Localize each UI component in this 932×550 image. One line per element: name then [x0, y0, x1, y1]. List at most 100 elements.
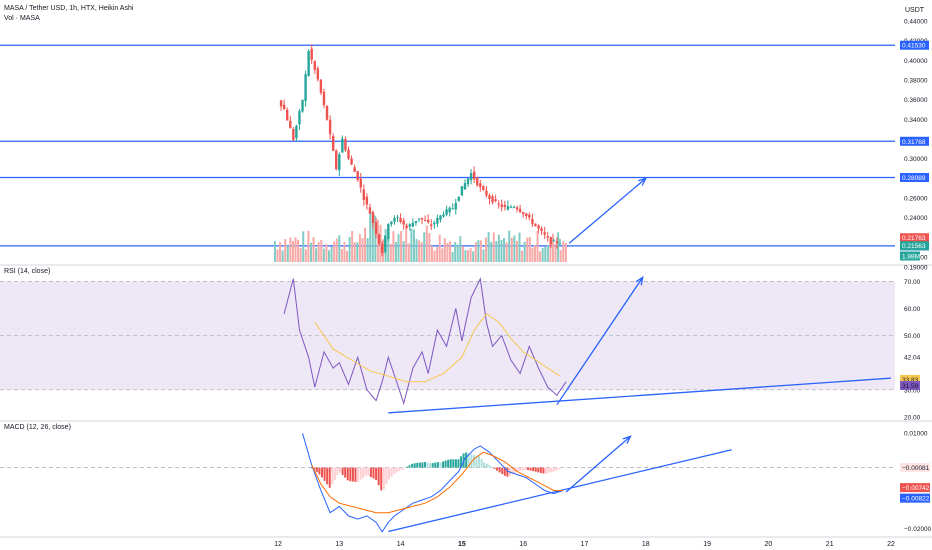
volume-bar — [505, 242, 508, 262]
volume-bar — [307, 230, 310, 262]
volume-bar — [317, 242, 320, 262]
candle-body — [463, 183, 467, 190]
candle-body — [279, 100, 283, 107]
candle-body — [350, 158, 353, 165]
volume-bar — [456, 244, 459, 262]
candle-body — [531, 218, 534, 225]
volume-bar — [407, 243, 410, 262]
volume-bar — [551, 233, 554, 262]
volume-indicator-label: Vol · MASA — [4, 15, 40, 22]
candle-body — [503, 204, 507, 207]
macd-histogram-bar — [434, 462, 437, 468]
macd-histogram-bar — [449, 459, 452, 468]
rsi-tick-label: 70.00 — [904, 279, 921, 286]
level-price-label: 0.41530 — [902, 43, 926, 50]
candle-body — [377, 234, 381, 244]
macd-histogram-bar — [339, 467, 342, 473]
macd-histogram-bar — [519, 467, 522, 471]
rsi-tick-label: 60.00 — [904, 306, 921, 313]
volume-bar — [289, 237, 292, 262]
macd-histogram-bar — [547, 467, 550, 473]
volume-bar — [358, 234, 361, 262]
volume-bar — [544, 246, 547, 262]
time-axis-label: 21 — [826, 541, 834, 548]
macd-histogram-bar — [555, 467, 558, 471]
candle-body — [347, 149, 350, 159]
last-price-label: 1.98M — [902, 254, 920, 261]
volume-bar — [392, 231, 395, 262]
currency-label: USDT — [905, 7, 925, 14]
volume-bar — [322, 248, 325, 262]
time-axis-label: 22 — [887, 541, 895, 548]
macd-histogram-bar — [439, 462, 442, 468]
last-price-label: 0.21763 — [902, 235, 926, 242]
candle-body — [439, 215, 442, 220]
candle-body — [295, 125, 298, 139]
macd-histogram-bar — [400, 467, 403, 470]
volume-bar — [312, 237, 315, 262]
macd-histogram-bar — [377, 467, 380, 486]
price-tick-label: 0.19000 — [904, 264, 928, 271]
candle-body — [476, 177, 479, 186]
candle-body — [359, 178, 362, 188]
candle-body — [387, 224, 390, 240]
candle-body — [292, 129, 295, 140]
price-tick-label: 0.26000 — [904, 196, 928, 203]
candle-body — [509, 206, 513, 208]
candle-body — [442, 214, 445, 217]
price-tick-label: 0.38000 — [904, 77, 928, 84]
macd-histogram-bar — [362, 467, 365, 478]
volume-bar — [487, 232, 490, 262]
macd-histogram-bar — [380, 467, 383, 491]
macd-histogram-bar — [498, 467, 501, 473]
candle-body — [494, 199, 497, 202]
rsi-value-label: 33.83 — [902, 377, 919, 384]
volume-bar — [446, 243, 449, 262]
macd-histogram-bar — [318, 467, 321, 475]
macd-histogram-bar — [467, 453, 470, 468]
macd-histogram-bar — [521, 467, 524, 471]
level-price-tag — [900, 136, 929, 146]
candle-body — [549, 237, 552, 245]
candle-body — [500, 204, 503, 208]
candle-body — [325, 105, 329, 120]
volume-bar — [539, 251, 542, 262]
candle-body — [491, 196, 494, 203]
candle-body — [426, 219, 430, 223]
candle-body — [454, 203, 457, 210]
candle-body — [405, 225, 408, 228]
candle-body — [555, 241, 559, 244]
macd-histogram-bar — [457, 459, 460, 468]
candle-body — [497, 203, 500, 205]
volume-bar — [521, 250, 524, 262]
macd-value-label: −0.00081 — [902, 465, 930, 472]
candle-body — [353, 167, 356, 172]
macd-histogram-bar — [398, 467, 401, 472]
macd-histogram-bar — [395, 467, 398, 473]
macd-histogram-bar — [411, 463, 414, 468]
price-tick-label: 0.40000 — [904, 58, 928, 65]
candle-body — [466, 178, 470, 185]
candle-body — [301, 99, 304, 112]
volume-bar — [389, 243, 392, 262]
candle-body — [396, 217, 399, 219]
candle-body — [534, 223, 537, 226]
volume-bar — [546, 245, 549, 262]
candle-body — [341, 138, 344, 153]
rsi-tick-label: 42.04 — [904, 355, 921, 362]
volume-bar — [400, 231, 403, 262]
macd-histogram-bar — [537, 467, 540, 473]
volume-bar — [379, 224, 382, 262]
macd-histogram-bar — [328, 467, 331, 488]
volume-bar — [333, 241, 336, 262]
volume-bar — [361, 238, 364, 262]
volume-bar — [291, 241, 294, 262]
macd-histogram-bar — [413, 463, 416, 468]
candle-body — [307, 51, 310, 76]
macd-histogram-bar — [539, 467, 542, 473]
volume-bar — [402, 241, 405, 262]
rsi-tick-label: 20.00 — [904, 414, 921, 421]
price-tick-label: 0.30000 — [904, 156, 928, 163]
